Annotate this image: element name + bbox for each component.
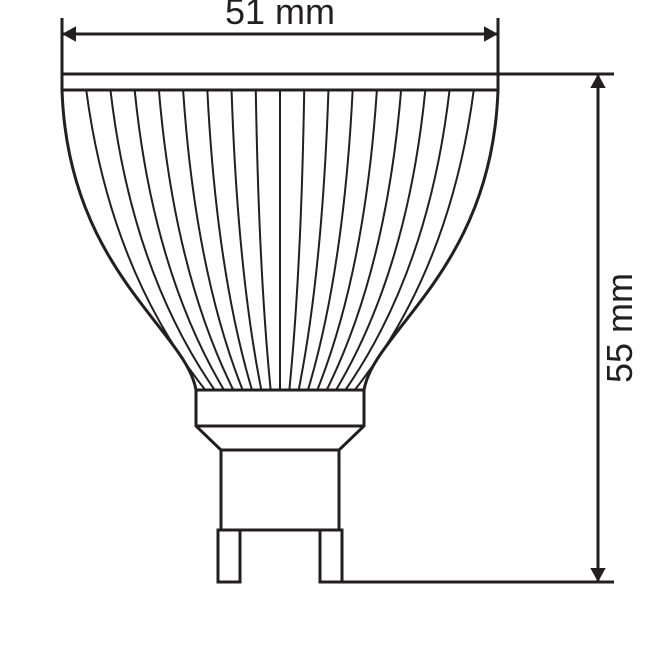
- diagram-container: { "diagram": { "type": "engineering-dime…: [0, 0, 650, 650]
- pin-left: [218, 530, 240, 582]
- bulb-diagram: 51 mm 55 mm: [0, 0, 650, 650]
- pin-right: [320, 530, 342, 582]
- width-label: 51 mm: [225, 0, 335, 32]
- height-label: 55 mm: [599, 273, 640, 383]
